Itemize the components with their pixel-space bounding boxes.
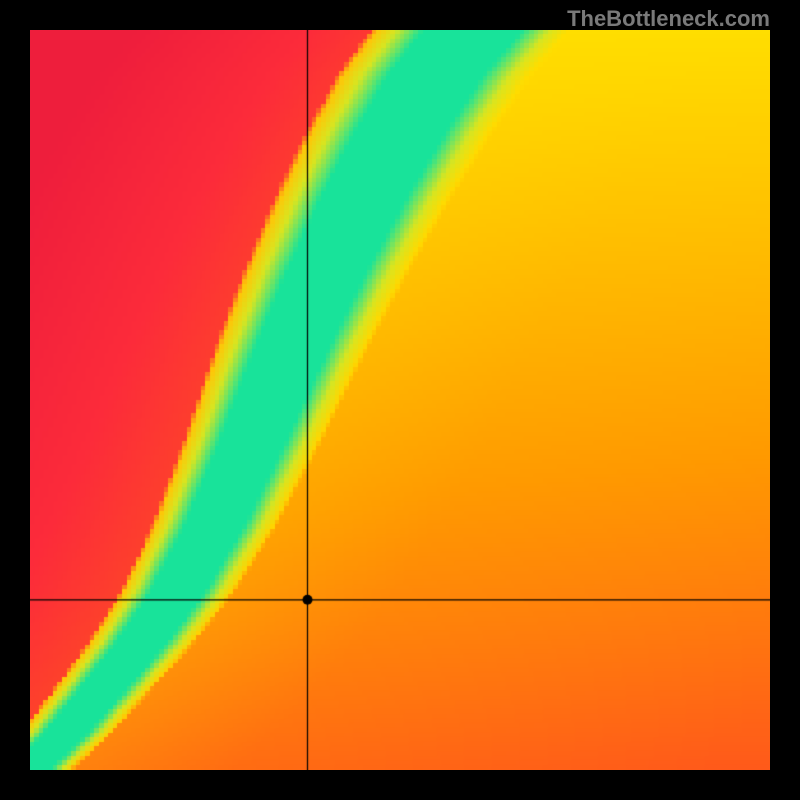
bottleneck-heatmap	[30, 30, 770, 770]
watermark-label: TheBottleneck.com	[567, 6, 770, 32]
heatmap-canvas	[30, 30, 770, 770]
